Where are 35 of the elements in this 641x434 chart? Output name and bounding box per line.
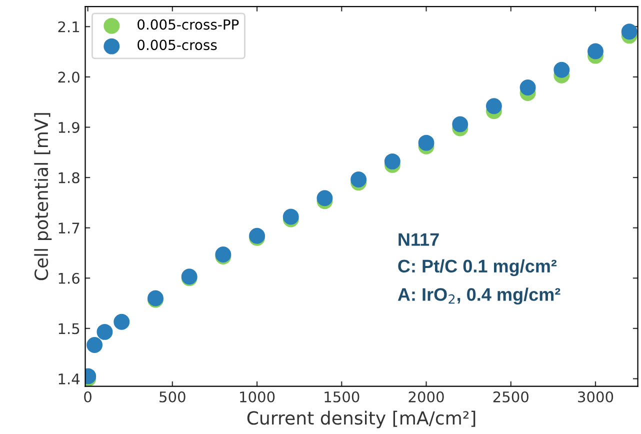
point xyxy=(96,324,113,340)
x-tick-label: 2000 xyxy=(408,391,444,402)
x-tick-label: 1000 xyxy=(240,391,275,402)
y-axis-title: Cell potential [mV] xyxy=(34,113,52,280)
point xyxy=(554,62,570,78)
y-tick-label: 2.0 xyxy=(58,72,80,83)
y-tick-label: 1.9 xyxy=(58,122,80,133)
x-tick-label: 3000 xyxy=(578,391,614,402)
x-tick-label: 1500 xyxy=(324,391,360,402)
point xyxy=(418,134,434,151)
point xyxy=(520,80,536,96)
point xyxy=(621,24,638,40)
x-axis-title: Current density [mA/cm²] xyxy=(247,410,476,428)
point xyxy=(588,43,604,60)
point xyxy=(350,172,367,188)
legend-label: 0.005-cross-PP xyxy=(138,19,239,30)
annotation: N117 xyxy=(398,233,439,246)
annotation: C: Pt/C 0.1 mg/cm² xyxy=(398,259,557,276)
point xyxy=(316,190,333,206)
y-tick-label: 2.1 xyxy=(58,21,80,32)
point xyxy=(114,314,130,330)
y-tick-label: 1.5 xyxy=(58,323,80,334)
y-tick-label: 1.4 xyxy=(58,374,80,384)
point xyxy=(384,153,400,170)
y-tick-label: 1.6 xyxy=(58,272,80,284)
x-tick-label: 0 xyxy=(84,391,92,402)
x-tick-label: 2500 xyxy=(493,391,528,402)
point xyxy=(486,98,502,114)
y-tick-label: 1.8 xyxy=(58,172,80,184)
point xyxy=(86,337,103,353)
x-tick-label: 500 xyxy=(160,391,186,402)
annotation: A: IrO$_{2}$, 0.4 mg/cm² xyxy=(398,288,560,305)
y-tick-label: 1.7 xyxy=(58,222,80,234)
legend-label: 0.005-cross xyxy=(138,40,217,50)
point xyxy=(452,116,468,132)
